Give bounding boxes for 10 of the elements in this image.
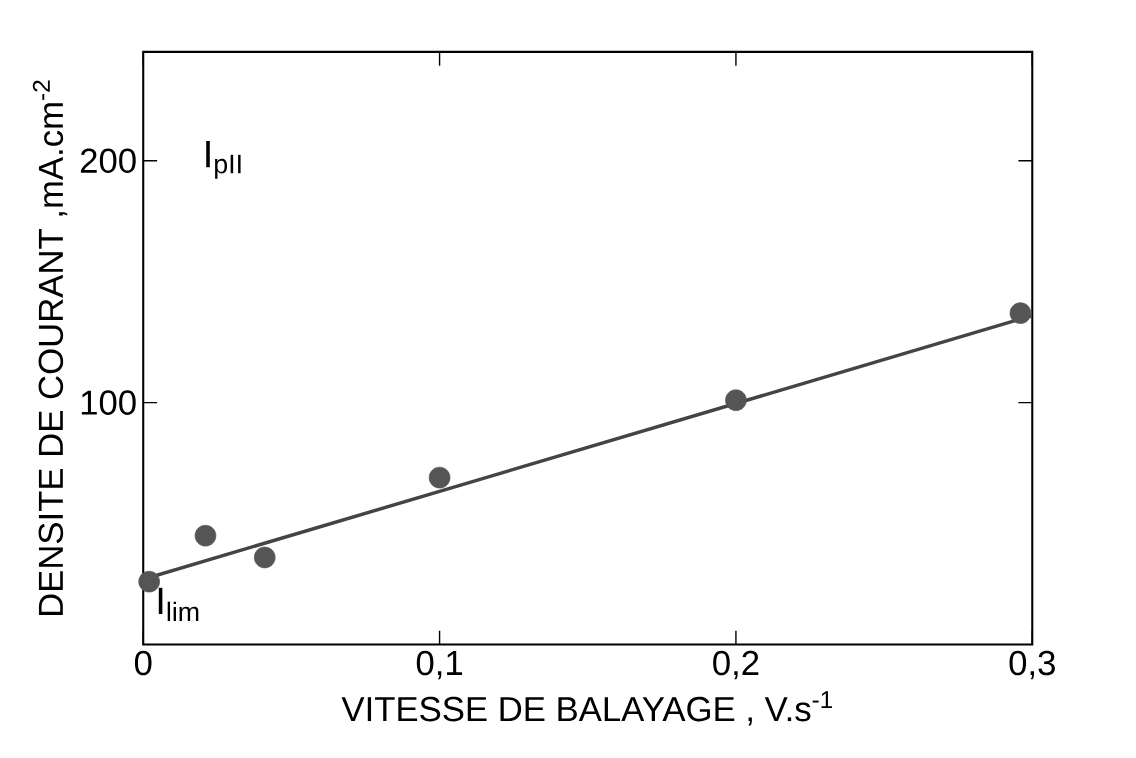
- y-tick-label: 100: [81, 390, 136, 415]
- y-axis-title: DENSITE DE COURANT ,mA.cm$^{-2}$: [32, 80, 68, 615]
- x-tick-label: 0: [134, 650, 152, 676]
- annotation: I$_{lim}$: [158, 587, 199, 621]
- x-tick-label: 0,3: [1009, 650, 1055, 680]
- y-tick-label: 200: [80, 148, 136, 173]
- annotation: I$_{pII}$: [206, 140, 241, 179]
- x-tick-label: 0,1: [416, 650, 463, 680]
- x-tick-label: 0,2: [713, 650, 759, 680]
- x-axis-title: VITESSE DE BALAYAGE , V.s$^{-1}$: [341, 691, 833, 726]
